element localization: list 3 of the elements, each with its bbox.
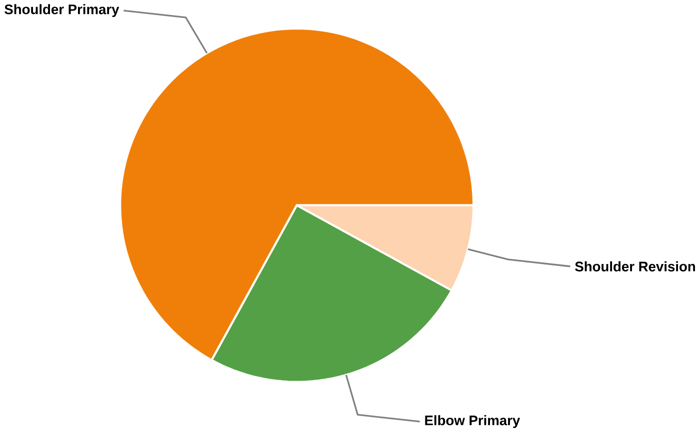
slice-label: Elbow Primary: [425, 415, 520, 428]
slice-label: Shoulder Primary: [4, 4, 120, 17]
slice-label: Shoulder Revision: [575, 261, 695, 272]
